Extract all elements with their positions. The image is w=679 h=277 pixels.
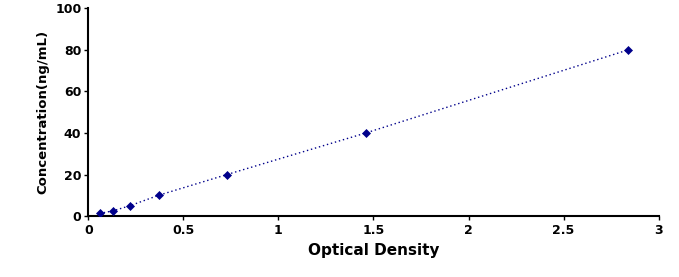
Y-axis label: Concentration(ng/mL): Concentration(ng/mL) — [37, 30, 50, 194]
X-axis label: Optical Density: Optical Density — [308, 243, 439, 258]
